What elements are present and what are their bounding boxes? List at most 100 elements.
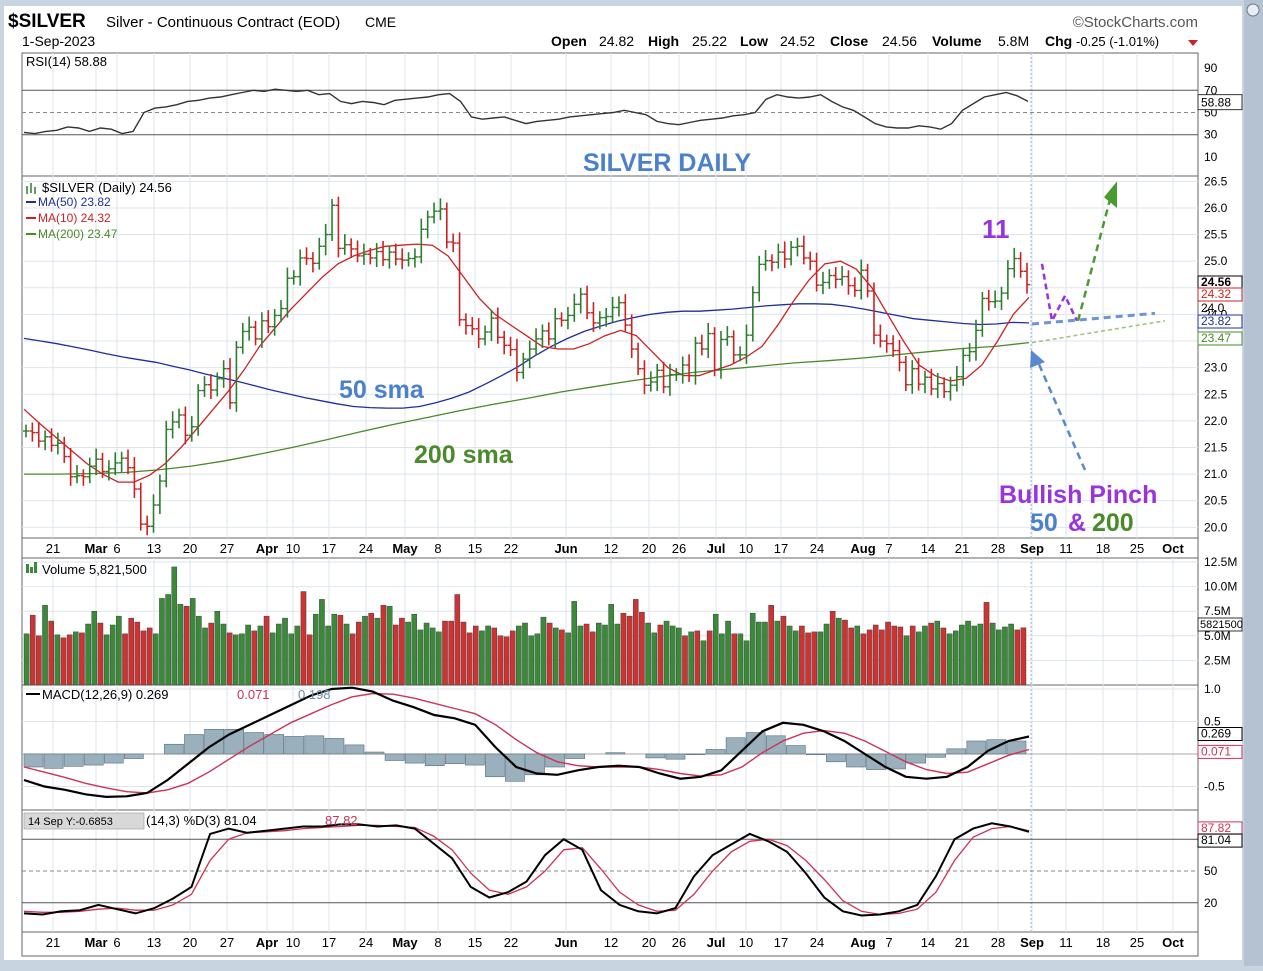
volume-bar: [669, 625, 676, 686]
volume-bar: [42, 605, 48, 686]
price-bar: [558, 312, 565, 327]
macd-histogram-bar: [605, 752, 626, 755]
volume-bar: [583, 623, 590, 686]
volume-bar: [134, 621, 141, 686]
price-value-tag: [1197, 287, 1243, 302]
volume-bar: [509, 630, 516, 686]
price-bar: [411, 248, 418, 268]
price-axis-tick: 20.5: [1204, 494, 1228, 508]
volume-bar: [1008, 623, 1014, 686]
price-bar: [603, 308, 610, 327]
macd-histogram-bar: [465, 753, 485, 766]
volume-bar: [946, 633, 953, 686]
volume-bar: [596, 622, 602, 686]
volume-bar: [823, 623, 830, 686]
volume-bar: [140, 630, 147, 686]
projection-annotations: [1030, 181, 1166, 471]
price-axis-tick: 25.0: [1204, 254, 1228, 268]
price-bar: [839, 265, 846, 286]
x-axis-top-tick-label: 27: [220, 541, 234, 556]
volume-bar: [29, 614, 36, 686]
macd-histogram-bar: [826, 753, 846, 763]
macd-axis-tick: 0.5: [1204, 715, 1221, 729]
x-axis-top-tick-label: Jun: [554, 541, 577, 556]
x-axis-bottom-tick-label: 12: [604, 935, 618, 950]
volume-bar: [743, 640, 750, 686]
x-axis-bottom-tick-label: 6: [113, 935, 120, 950]
price-bars-icon: [26, 183, 36, 194]
price-bar: [641, 360, 648, 395]
x-axis-top-tick-label: 21: [955, 541, 969, 556]
price-bar: [456, 232, 463, 327]
x-axis-top-tick-label: 25: [1130, 541, 1144, 556]
x-axis-top-tick-label: Apr: [256, 541, 278, 556]
quote-close-value: 24.56: [882, 33, 917, 49]
price-bar: [762, 249, 769, 271]
macd-histogram-bar: [725, 737, 746, 755]
volume-bar: [694, 630, 701, 686]
rsi-current-label: 58.88: [1201, 96, 1231, 110]
volume-bar: [380, 605, 387, 686]
price-bar: [730, 330, 737, 364]
volume-bar: [940, 627, 947, 686]
price-bar: [380, 240, 387, 266]
volume-bar: [780, 615, 787, 686]
x-axis-bottom-tick-label: 17: [322, 935, 336, 950]
macd-current-tag: [1197, 727, 1243, 742]
price-bar: [99, 452, 106, 478]
price-bar: [450, 233, 457, 253]
volume-bar: [356, 621, 362, 686]
price-bar: [462, 313, 469, 335]
price-axis-tick: 25.5: [1204, 228, 1228, 242]
macd-line: [23, 686, 1030, 799]
price-bar: [163, 420, 170, 488]
volume-bar: [196, 615, 202, 686]
volume-bar: [288, 633, 294, 686]
rsi-legend: RSI(14) 58.88: [26, 54, 107, 69]
macd-histogram-bar: [364, 751, 385, 755]
volume-bar: [682, 635, 688, 686]
volume-bar: [565, 632, 571, 686]
price-bar: [794, 237, 801, 257]
volume-bar: [497, 635, 504, 686]
volume-bar: [805, 632, 811, 686]
window-scrollbar[interactable]: [1244, 0, 1263, 966]
volume-legend-icon: [26, 564, 29, 573]
rsi-axis-tick: 10: [1204, 150, 1218, 164]
price-bar: [915, 358, 922, 391]
volume-bar: [306, 634, 313, 686]
price-bar: [896, 339, 903, 372]
volume-bar: [817, 631, 824, 686]
price-axis-tick: 21.0: [1204, 467, 1228, 481]
x-axis-bottom-tick-label: 28: [991, 935, 1005, 950]
volume-axis-tick: 2.5M: [1204, 653, 1231, 667]
volume-legend-icon: [30, 567, 33, 573]
macd-current-label: 0.269: [1201, 727, 1231, 741]
symbol-description: Silver - Continuous Contract (EOD): [106, 14, 340, 31]
price-bar: [998, 286, 1005, 311]
macd-histogram-bar: [264, 734, 285, 755]
pinch-50-annotation: 50: [1030, 509, 1058, 537]
volume-bar: [448, 620, 454, 686]
down-arrow-icon: [1188, 40, 1198, 46]
volume-bar: [829, 611, 836, 686]
volume-axis-tick: 7.5M: [1204, 604, 1231, 618]
volume-bar: [36, 635, 42, 686]
macd-histogram-bar: [966, 740, 987, 755]
volume-bar: [503, 636, 510, 686]
stoch-axis-tick: 50: [1204, 864, 1218, 878]
price-bar: [195, 384, 202, 436]
macd-histogram-bar: [705, 749, 726, 755]
volume-bar: [251, 630, 258, 686]
x-axis-top-tick-label: May: [392, 541, 418, 556]
window-corner-button[interactable]: [1246, 3, 1260, 17]
volume-bar: [965, 620, 971, 686]
ma50-projection-line: [1031, 311, 1156, 326]
price-bar: [953, 366, 960, 392]
price-bar: [622, 294, 629, 332]
price-value-label: 23.82: [1201, 314, 1231, 328]
volume-bar: [786, 625, 793, 686]
